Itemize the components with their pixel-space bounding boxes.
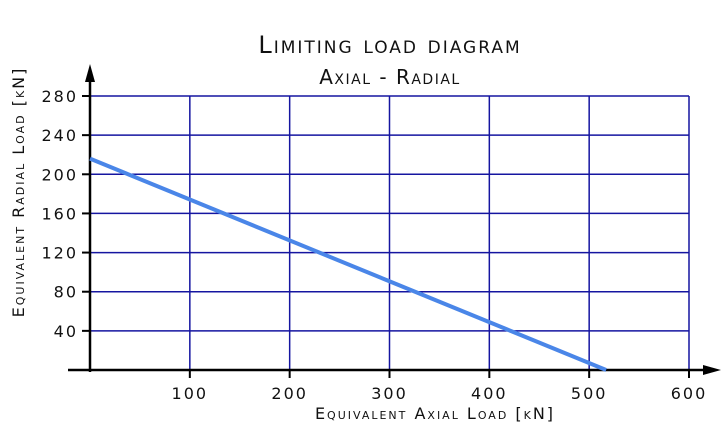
y-axis-label: Equivalent Radial Load [kN] — [9, 67, 28, 318]
y-tick-label: 200 — [41, 165, 78, 184]
y-tick-label: 80 — [54, 283, 78, 302]
x-axis-label: Equivalent Axial Load [kN] — [315, 404, 555, 423]
y-axis-arrow-icon — [85, 64, 95, 82]
chart-title: Limiting load diagram — [258, 31, 521, 59]
y-tick-label: 120 — [41, 244, 78, 263]
x-tick-label: 300 — [371, 384, 408, 403]
y-tick-label: 240 — [41, 126, 78, 145]
x-tick-label: 600 — [671, 384, 708, 403]
chart-subtitle: Axial - Radial — [319, 65, 460, 89]
x-tick-label: 100 — [172, 384, 209, 403]
x-tick-label: 500 — [571, 384, 608, 403]
y-tick-label: 40 — [54, 322, 78, 341]
grid-lines — [90, 95, 690, 370]
x-tick-label: 200 — [271, 384, 308, 403]
tick-labels: 100 200 300 400 500 600 40 80 120 160 200 240 280 — [41, 87, 708, 403]
y-tick-label: 280 — [41, 87, 78, 106]
series-layer — [89, 156, 607, 372]
x-tick-label: 400 — [471, 384, 508, 403]
series-line — [89, 156, 607, 372]
x-axis-arrow-icon — [703, 365, 721, 375]
y-tick-label: 160 — [41, 204, 78, 223]
